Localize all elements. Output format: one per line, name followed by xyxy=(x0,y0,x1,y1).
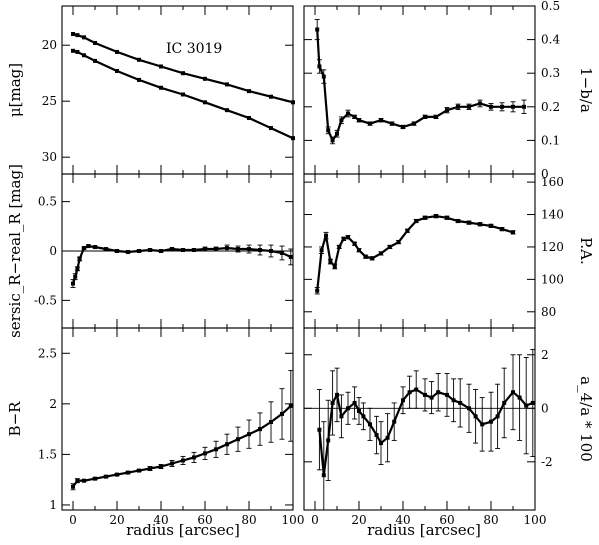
y-tick-label: 0.5 xyxy=(541,0,560,13)
y-tick-label: 0 xyxy=(49,244,57,258)
x-tick-label: 20 xyxy=(109,513,124,527)
y-tick-label: 140 xyxy=(541,208,564,222)
series-trace-1 xyxy=(72,49,294,140)
y-tick-label: 0 xyxy=(541,401,549,415)
color_profile-frame xyxy=(61,327,294,511)
x-tick-label: 40 xyxy=(153,513,168,527)
y-tick-label: 25 xyxy=(42,94,57,108)
y-tick-label: 100 xyxy=(541,272,564,286)
y-tick-label: 0.3 xyxy=(541,66,560,80)
galaxy-name-annotation: IC 3019 xyxy=(166,41,222,57)
a4_parameter-ylabel: a_4/a * 100 xyxy=(577,376,595,462)
y-tick-label: 20 xyxy=(42,38,57,52)
ellipticity-ylabel: 1−b/a xyxy=(577,67,595,113)
color_profile-panel: 0 20 40 60 80 100 1 1.5 2 2.5 B−R xyxy=(6,327,305,527)
data-point xyxy=(288,254,293,259)
x-tick-label: 60 xyxy=(197,513,212,527)
y-tick-label: 80 xyxy=(541,305,556,319)
y-tick-label: 30 xyxy=(42,150,57,164)
y-tick-label: 0.2 xyxy=(541,100,560,114)
data-point xyxy=(288,403,293,408)
x-tick-label: 100 xyxy=(282,513,305,527)
data-point xyxy=(71,484,75,489)
y-tick-label: -2 xyxy=(541,455,553,469)
a4_parameter-frame xyxy=(303,327,536,511)
series-trace-0 xyxy=(71,244,292,284)
x-tick-label: 60 xyxy=(439,513,454,527)
x-tick-label: 0 xyxy=(311,513,319,527)
position_angle-ylabel: P.A. xyxy=(577,237,595,264)
x-tick-label: 40 xyxy=(395,513,410,527)
y-tick-label: 0.5 xyxy=(38,195,57,209)
y-tick-label: 0 xyxy=(541,167,549,181)
x-axis-title-right: radius [arcsec] xyxy=(367,521,481,539)
x-axis-title-left: radius [arcsec] xyxy=(126,521,240,539)
y-tick-label: 120 xyxy=(541,240,564,254)
y-tick-label: 0.1 xyxy=(541,133,560,147)
y-tick-label: 2.5 xyxy=(38,346,57,360)
series-trace-0 xyxy=(318,388,534,476)
position_angle-panel: 80 100 120 140 160 P.A. xyxy=(303,173,595,329)
y-tick-label: 2 xyxy=(541,348,549,362)
a4_parameter-panel: 0 20 40 60 80 100 -2 0 2 a_4/a * 100 xyxy=(303,327,595,527)
series-trace-0 xyxy=(316,214,514,291)
x-tick-label: 20 xyxy=(351,513,366,527)
x-tick-label: 0 xyxy=(69,513,77,527)
series-trace-0 xyxy=(72,32,294,104)
y-tick-label: 1 xyxy=(49,498,57,512)
y-tick-label: 160 xyxy=(541,175,564,189)
x-tick-label: 80 xyxy=(483,513,498,527)
sersic_residual-panel: -0.5 0 0.5 sersic_R−real_R [mag] xyxy=(6,164,294,338)
y-tick-label: 2 xyxy=(49,397,57,411)
series-trace-0 xyxy=(72,405,292,488)
surface_brightness-frame xyxy=(61,5,294,175)
y-tick-label: 1.5 xyxy=(38,447,57,461)
ellipticity-panel: 0 0.1 0.2 0.3 0.4 0.5 1−b/a xyxy=(303,0,595,181)
data-point xyxy=(291,100,295,105)
sersic_residual-ylabel: sersic_R−real_R [mag] xyxy=(6,164,24,338)
surface_brightness-panel: 20 25 30 μ[mag] xyxy=(6,5,295,175)
y-tick-label: -0.5 xyxy=(34,293,57,307)
x-tick-label: 80 xyxy=(241,513,256,527)
ellipticity-frame xyxy=(303,5,536,175)
x-tick-label: 100 xyxy=(524,513,547,527)
y-tick-label: 0.4 xyxy=(541,33,560,47)
surface_brightness-ylabel: μ[mag] xyxy=(6,63,24,117)
color_profile-ylabel: B−R xyxy=(6,401,24,437)
data-point xyxy=(315,288,320,293)
series-trace-0 xyxy=(316,29,524,143)
